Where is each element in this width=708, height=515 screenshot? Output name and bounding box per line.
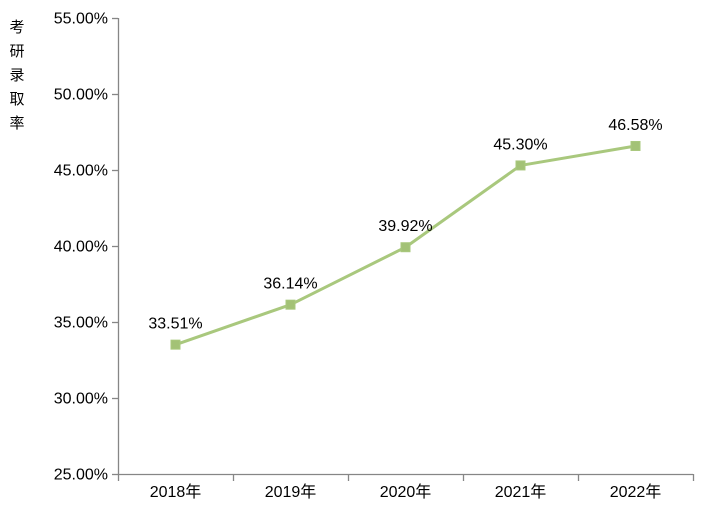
y-axis-title: 考研录取率 bbox=[9, 19, 25, 132]
data-point-marker bbox=[515, 160, 526, 171]
data-point-marker bbox=[400, 242, 411, 253]
x-tick-label: 2018年 bbox=[150, 483, 202, 501]
y-tick-label: 40.00% bbox=[54, 239, 108, 256]
x-tick-label: 2020年 bbox=[380, 483, 432, 501]
y-tick-label: 55.00% bbox=[54, 11, 108, 28]
x-tick-label: 2022年 bbox=[610, 483, 662, 501]
data-point-marker bbox=[170, 339, 181, 350]
y-tick-label: 35.00% bbox=[54, 315, 108, 332]
data-point-label: 36.14% bbox=[263, 276, 317, 293]
y-tick-label: 50.00% bbox=[54, 87, 108, 104]
y-tick-label: 25.00% bbox=[54, 467, 108, 484]
x-tick-label: 2021年 bbox=[495, 483, 547, 501]
y-tick-label: 45.00% bbox=[54, 163, 108, 180]
x-tick-label: 2019年 bbox=[265, 483, 317, 501]
data-point-label: 33.51% bbox=[148, 316, 202, 333]
data-point-label: 45.30% bbox=[493, 136, 547, 153]
data-point-marker bbox=[630, 140, 641, 151]
data-point-label: 39.92% bbox=[378, 218, 432, 235]
data-point-label: 46.58% bbox=[608, 117, 662, 134]
data-point-marker bbox=[285, 299, 296, 310]
y-tick-label: 30.00% bbox=[54, 391, 108, 408]
